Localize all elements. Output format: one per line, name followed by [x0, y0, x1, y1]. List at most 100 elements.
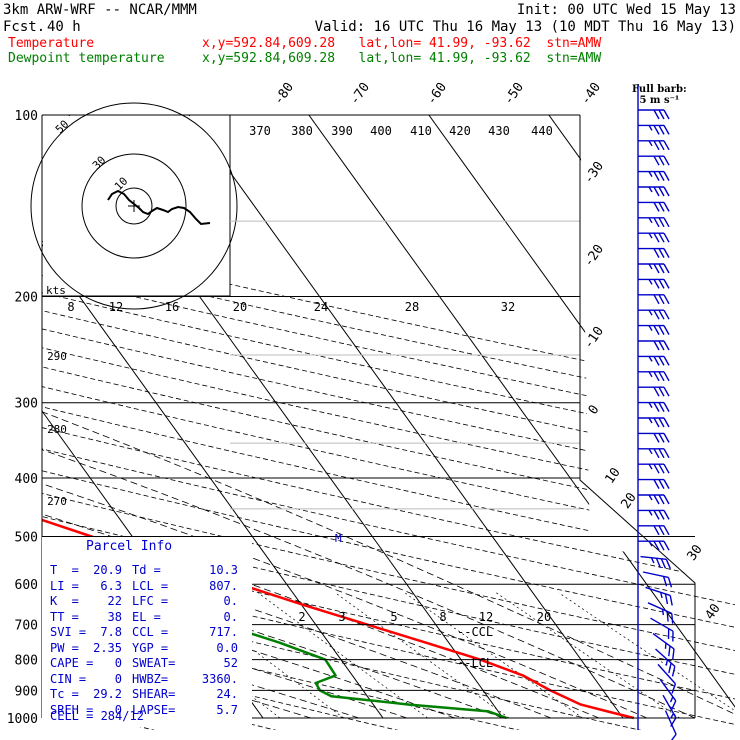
- dry-adiabat-label: 290: [47, 350, 67, 363]
- wind-barb: [638, 309, 670, 320]
- wind-barb: [638, 124, 670, 135]
- mixing-ratio-line: [404, 592, 583, 719]
- pressure-tick-label: 100: [15, 109, 38, 124]
- moist-adiabat-label: 440: [531, 124, 553, 138]
- isotherm-label: 30: [684, 542, 705, 563]
- moist-adiabat: [42, 296, 456, 719]
- parcel-info-key: PW =: [50, 640, 79, 655]
- speed-tick-label: 8: [67, 300, 74, 314]
- valid-time: Valid: 16 UTC Thu 16 May 13 (10 MDT Thu …: [314, 19, 736, 35]
- wind-barb: [638, 186, 670, 197]
- dry-adiabat: [42, 115, 735, 730]
- wind-barb: [638, 340, 670, 351]
- parcel-info-value: 0.0: [216, 640, 238, 655]
- parcel-info-row: Tc = 29.2 SHEAR= 24.: [50, 687, 250, 702]
- parcel-info-key: CCL =: [132, 625, 169, 639]
- parcel-info-value: 6.3: [100, 578, 122, 593]
- wind-barb: [638, 170, 670, 181]
- moist-adiabat-label: 410: [410, 124, 432, 138]
- parcel-info-value: 38: [107, 609, 122, 624]
- isotherm-label: -70: [347, 80, 373, 108]
- wind-barb: [638, 478, 670, 489]
- hodograph-ring: [30, 102, 238, 310]
- parcel-info-row: SVI = 7.8 CCL = 717.: [50, 625, 250, 640]
- speed-tick-label: 16: [165, 300, 179, 314]
- wind-barb: [638, 109, 670, 120]
- wind-barb: [638, 509, 670, 520]
- parcel-info-row: SREH = 0 LAPSE= 5.7: [50, 703, 250, 718]
- parcel-info-value: 29.2: [93, 687, 122, 701]
- mixing-ratio-label: 12: [479, 610, 493, 624]
- parcel-info-key: K =: [50, 594, 79, 608]
- lcl-marker: --LCL: [457, 656, 493, 670]
- mixing-ratio-label: 2: [298, 610, 305, 624]
- parcel-info-value: 52: [223, 656, 238, 670]
- isotherm-label: -10: [581, 324, 607, 352]
- fcst-label: Fcst.: [3, 19, 46, 35]
- wind-barb: [638, 463, 670, 474]
- isotherm: [668, 115, 735, 719]
- isotherm: [548, 115, 735, 719]
- wind-barb: [638, 324, 670, 335]
- pressure-tick-label: 900: [15, 684, 38, 699]
- dry-adiabat-label: 270: [47, 495, 67, 508]
- speed-tick-label: 28: [405, 300, 419, 314]
- dry-adiabat: [0, 115, 35, 731]
- speed-tick-label: 24: [314, 300, 328, 314]
- isotherm-label: -20: [581, 242, 607, 270]
- moist-adiabat-label: 400: [370, 124, 392, 138]
- mixing-ratio-label: 20: [537, 610, 551, 624]
- mixing-ratio-label: 8: [439, 610, 446, 624]
- wind-barb: [638, 201, 670, 212]
- parcel-info-value: 0.: [223, 594, 238, 608]
- parcel-info-value: 10.3: [209, 563, 238, 577]
- isotherm-label: -50: [501, 80, 527, 108]
- wind-barb: [659, 679, 677, 711]
- wind-barb: [638, 217, 670, 228]
- parcel-info-key: T =: [50, 563, 79, 577]
- wind-barb: [640, 555, 672, 570]
- parcel-info-value: 5.7: [216, 702, 238, 717]
- wind-barb: [655, 648, 676, 677]
- temperature-profile: [42, 115, 635, 720]
- parcel-info-value: 3360.: [201, 671, 238, 686]
- wind-barb-label-line1: Full barb:: [632, 84, 687, 95]
- isotherm: [188, 115, 624, 719]
- moist-adiabat: [42, 296, 408, 719]
- pressure-tick-label: 600: [15, 578, 38, 593]
- speed-tick-label: 20: [233, 300, 247, 314]
- hodograph-ring: [115, 187, 153, 225]
- temperature-legend: Temperature: [8, 36, 95, 51]
- dry-adiabat: [42, 115, 735, 730]
- dry-adiabat: [42, 115, 735, 730]
- parcel-info-value: 0.: [223, 609, 238, 624]
- dry-adiabat: [42, 115, 735, 730]
- pressure-tick-label: 800: [15, 654, 38, 669]
- dry-adiabat: [42, 115, 735, 730]
- wind-barb: [638, 525, 670, 536]
- parcel-info-key: YGP =: [132, 640, 169, 655]
- parcel-info-key: CAPE =: [50, 656, 94, 670]
- parcel-info-key: CIN =: [50, 671, 87, 686]
- el-marker: M: [335, 532, 342, 545]
- wind-barb: [638, 401, 670, 412]
- wind-barb: [638, 355, 670, 366]
- isotherm-label: -80: [271, 80, 297, 108]
- wind-barb-label-line2: 5 m s⁻¹: [639, 95, 680, 106]
- wind-barb: [657, 663, 677, 694]
- dry-adiabat: [42, 115, 735, 730]
- wind-barb: [652, 633, 675, 660]
- parcel-info-key: LI =: [50, 578, 79, 593]
- dry-adiabat-label: 280: [47, 423, 67, 436]
- wind-barb: [638, 371, 670, 382]
- wind-barb: [638, 278, 670, 289]
- dry-adiabat: [42, 115, 735, 730]
- parcel-info-value: 24.: [216, 687, 238, 701]
- parcel-info-value: 0: [114, 702, 122, 717]
- kts-label: kts: [46, 284, 66, 297]
- pressure-tick-label: 700: [15, 619, 38, 634]
- wind-barb: [642, 571, 673, 588]
- isotherm-label: 10: [602, 465, 623, 486]
- dry-adiabat: [42, 115, 644, 730]
- wind-barb: [638, 494, 670, 505]
